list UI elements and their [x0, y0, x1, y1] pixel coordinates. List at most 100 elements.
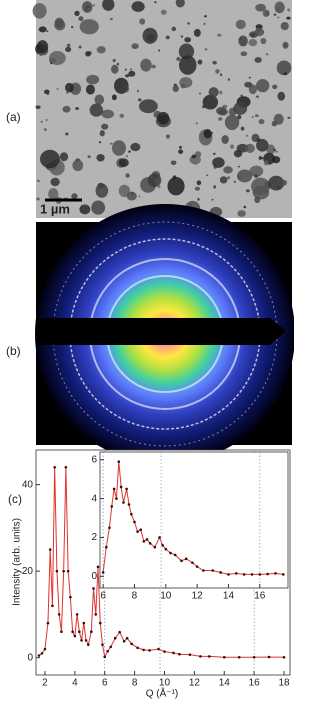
y-tick-label: 4	[91, 493, 97, 504]
data-point	[62, 569, 65, 573]
data-point	[96, 565, 100, 569]
x-tick-label: 2	[42, 678, 48, 689]
particle	[87, 155, 91, 159]
particle	[32, 3, 47, 19]
data-point	[53, 466, 56, 469]
particle	[254, 174, 259, 178]
particle	[215, 69, 220, 74]
particle	[111, 140, 126, 156]
data-point	[37, 654, 41, 657]
particle	[36, 40, 49, 54]
particle	[109, 17, 113, 21]
particle	[95, 183, 109, 198]
tem-image	[32, 0, 292, 218]
particle	[248, 76, 251, 79]
particle	[218, 117, 223, 121]
particle	[125, 154, 128, 158]
particle	[170, 160, 177, 166]
particle	[175, 0, 185, 8]
particle	[36, 197, 40, 201]
particle	[56, 88, 59, 90]
particle	[85, 84, 95, 95]
particle	[109, 142, 113, 145]
particle	[255, 3, 267, 12]
particle	[71, 193, 78, 200]
particle	[287, 8, 290, 12]
diffraction-image	[35, 204, 295, 464]
particle	[137, 98, 142, 102]
data-point	[169, 551, 172, 555]
data-point	[94, 613, 98, 616]
particle	[128, 150, 131, 153]
data-point	[125, 487, 128, 491]
particle	[254, 56, 262, 63]
data-point	[199, 655, 202, 658]
particle	[275, 8, 280, 13]
particle	[94, 94, 105, 105]
particle	[66, 91, 69, 95]
particle	[251, 116, 254, 119]
x-tick-label: 18	[278, 678, 290, 689]
particle	[131, 1, 145, 12]
particle	[258, 119, 265, 125]
particle	[64, 82, 74, 93]
particle	[251, 177, 271, 195]
particle	[263, 160, 269, 166]
particle	[131, 43, 139, 49]
particle	[262, 9, 270, 17]
particle	[172, 84, 179, 93]
particle	[72, 159, 84, 172]
particle	[217, 33, 222, 37]
particle	[256, 79, 270, 93]
data-point	[127, 503, 131, 506]
particle	[75, 107, 79, 110]
particle	[213, 185, 217, 189]
particle	[227, 176, 231, 180]
data-point	[122, 501, 125, 504]
particle	[101, 123, 109, 130]
particle	[273, 13, 277, 16]
x-tick-label: 4	[72, 678, 78, 689]
particle	[212, 157, 225, 168]
particle	[86, 74, 100, 85]
x-tick-label: 8	[132, 591, 138, 602]
particle	[151, 64, 156, 69]
data-point	[73, 634, 77, 638]
data-point	[148, 649, 151, 652]
particle	[248, 38, 258, 47]
particle	[194, 186, 201, 191]
particle	[78, 45, 82, 49]
x-tick-label: 8	[132, 678, 138, 689]
particle	[195, 122, 198, 125]
particle	[254, 114, 259, 117]
particle	[45, 118, 48, 122]
x-tick-label: 14	[219, 678, 231, 689]
x-tick-label: 14	[223, 591, 235, 602]
data-point	[250, 573, 254, 576]
particle	[203, 22, 206, 25]
particle	[280, 21, 289, 31]
data-point	[78, 630, 81, 634]
data-point	[43, 647, 47, 651]
particle	[282, 41, 289, 49]
particle	[178, 55, 197, 75]
particle	[283, 72, 288, 76]
particle	[286, 16, 291, 20]
particle	[197, 59, 203, 65]
data-point	[164, 547, 168, 551]
data-point	[202, 569, 205, 572]
data-point	[130, 642, 133, 646]
data-point	[106, 649, 110, 653]
particle	[255, 95, 260, 98]
data-point	[66, 569, 70, 573]
particle	[54, 17, 64, 28]
particle	[254, 196, 261, 204]
particle	[242, 96, 245, 99]
particle	[116, 62, 120, 66]
data-point	[80, 639, 83, 642]
data-point	[125, 636, 129, 640]
particle	[274, 1, 285, 14]
particle	[212, 60, 217, 65]
particle	[138, 99, 158, 114]
y-tick-label: 40	[22, 479, 34, 490]
